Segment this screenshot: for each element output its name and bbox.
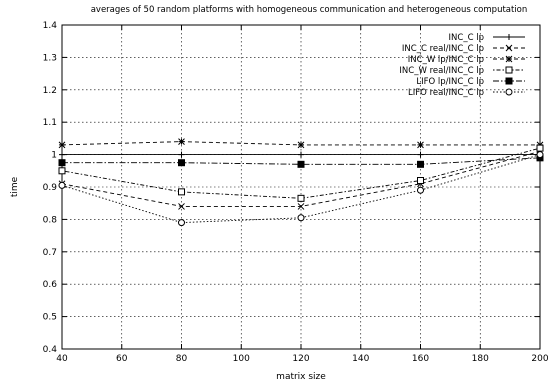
data-point: [178, 203, 185, 210]
data-point: [536, 144, 544, 152]
data-point: [58, 159, 66, 167]
y-tick-label: 0.8: [43, 215, 58, 225]
data-point: [297, 141, 305, 149]
y-tick-label: 0.4: [43, 345, 58, 355]
y-tick-label: 1.3: [43, 53, 57, 63]
legend-label: INC_C lp: [449, 33, 484, 43]
legend-marker: [505, 44, 513, 52]
x-axis-ticks: 40 60 80 100 120 140 160 180 200: [56, 25, 549, 364]
legend-item: LIFO lp/INC_C lp: [416, 77, 525, 87]
data-point: [297, 214, 305, 222]
y-axis-ticks: 0.4 0.5 0.6 0.7 0.8 0.9 1 1.1 1.2 1.3 1.4: [43, 21, 540, 355]
data-point: [178, 138, 185, 145]
legend-label: INC_C real/INC_C lp: [402, 44, 484, 54]
x-tick-label: 60: [116, 354, 128, 364]
data-point: [58, 167, 66, 175]
data-point: [297, 203, 305, 210]
data-point: [58, 181, 66, 189]
x-tick-label: 40: [56, 354, 68, 364]
legend-marker: [505, 55, 513, 63]
data-point: [59, 151, 65, 158]
series-1: [59, 151, 543, 158]
legend-label: INC_W real/INC_C lp: [399, 66, 484, 76]
legend-label: INC_W lp/INC_C lp: [408, 55, 484, 65]
y-tick-label: 1.2: [43, 86, 57, 96]
data-point: [417, 177, 424, 185]
legend-item: INC_W lp/INC_C lp: [408, 55, 525, 65]
legend-label: LIFO real/INC_C lp: [408, 88, 484, 98]
y-tick-label: 1.1: [43, 118, 57, 128]
chart-title: averages of 50 random platforms with hom…: [91, 5, 528, 15]
series-6: [58, 151, 544, 227]
x-tick-label: 120: [292, 354, 309, 364]
x-tick-label: 140: [352, 354, 369, 364]
legend-item: INC_W real/INC_C lp: [399, 66, 525, 76]
legend-marker: [505, 66, 513, 74]
data-point: [297, 194, 305, 202]
data-point: [178, 159, 185, 167]
series-4: [58, 144, 544, 202]
legend-item: LIFO real/INC_C lp: [408, 88, 525, 98]
data-point: [536, 151, 544, 159]
y-tick-label: 0.7: [43, 248, 57, 258]
legend-item: INC_C real/INC_C lp: [402, 44, 525, 54]
x-tick-label: 200: [531, 354, 548, 364]
y-tick-label: 0.5: [43, 313, 57, 323]
data-point: [417, 141, 424, 149]
x-tick-label: 180: [472, 354, 489, 364]
y-axis-label: time: [10, 176, 20, 197]
legend-item: INC_C lp: [449, 33, 525, 43]
legend-marker: [505, 77, 513, 85]
data-point: [178, 188, 185, 196]
y-tick-label: 1.4: [43, 21, 58, 31]
y-tick-label: 0.9: [43, 183, 58, 193]
y-tick-label: 1: [51, 151, 57, 161]
x-tick-label: 100: [233, 354, 250, 364]
x-axis-label: matrix size: [276, 372, 326, 382]
data-point: [178, 219, 185, 227]
data-point: [298, 151, 304, 158]
x-tick-label: 80: [176, 354, 188, 364]
data-point: [417, 186, 424, 194]
legend-label: LIFO lp/INC_C lp: [416, 77, 484, 87]
data-point: [297, 160, 305, 168]
y-tick-label: 0.6: [43, 280, 58, 290]
data-point: [178, 151, 185, 158]
data-point: [417, 151, 424, 158]
legend-marker: [505, 88, 513, 96]
data-point: [417, 160, 424, 168]
series-group: [58, 138, 544, 227]
x-tick-label: 160: [412, 354, 429, 364]
data-point: [58, 141, 66, 149]
series-3: [58, 138, 544, 149]
legend-marker: [506, 34, 512, 40]
